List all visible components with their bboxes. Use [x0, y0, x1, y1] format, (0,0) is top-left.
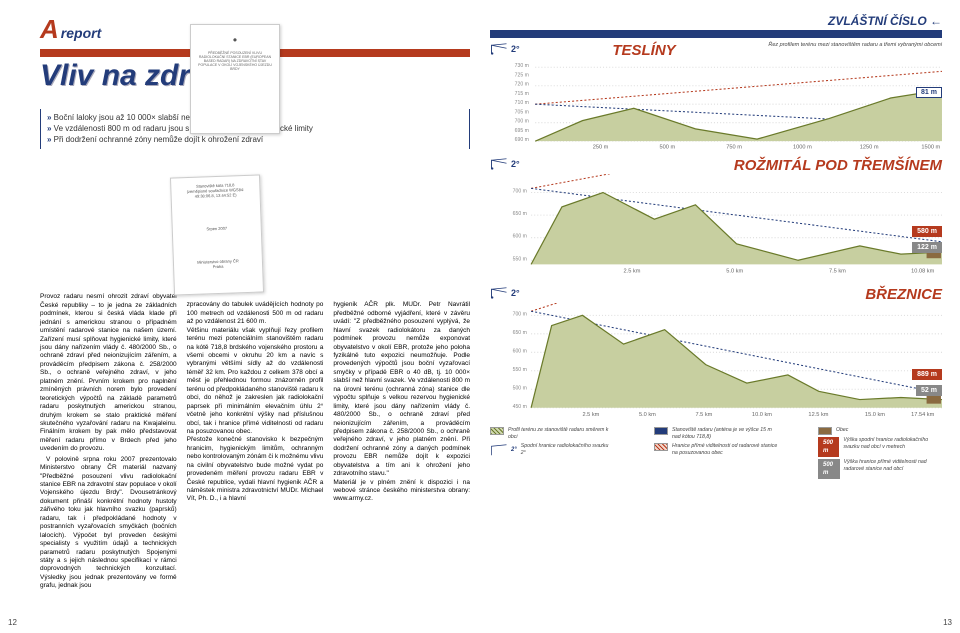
svg-text:715 m: 715 m: [515, 91, 529, 97]
svg-text:550 m: 550 m: [513, 256, 527, 262]
svg-text:730 m: 730 m: [515, 63, 529, 69]
col-3: hygienik AČR plk. MUDr. Petr Navrátil př…: [333, 167, 470, 590]
svg-text:700 m: 700 m: [513, 188, 527, 194]
svg-text:550 m: 550 m: [513, 367, 527, 373]
radar-icon: 2°: [490, 443, 517, 457]
logo-report: report: [61, 25, 101, 41]
svg-text:690 m: 690 m: [515, 137, 529, 143]
height-badge: 122 m: [912, 242, 942, 253]
swatch-beam: [654, 443, 668, 451]
legend: Profil terénu ze stanoviště radaru směre…: [490, 427, 942, 481]
svg-text:750 m: 750 m: [726, 144, 742, 149]
svg-text:600 m: 600 m: [513, 348, 527, 354]
height-badge: 81 m: [916, 87, 942, 98]
svg-text:650 m: 650 m: [513, 211, 527, 217]
svg-text:1000 m: 1000 m: [793, 144, 812, 149]
height-badge: 52 m: [916, 385, 942, 396]
svg-text:1500 m: 1500 m: [921, 144, 940, 149]
svg-text:500 m: 500 m: [513, 385, 527, 391]
summary-item: Při dodržení ochranné zóny nemůže dojít …: [47, 135, 463, 146]
badge-sample: 500 m: [818, 459, 840, 479]
svg-text:450 m: 450 m: [513, 404, 527, 410]
chart-breznice: 2° BŘEZNICE 700 m 650 m 600 m 550 m 500 m 450…: [490, 286, 942, 421]
chart-subtitle: Řez profilem terénu mezi stanovištěm rad…: [768, 42, 942, 49]
svg-text:710 m: 710 m: [515, 100, 529, 106]
svg-text:700 m: 700 m: [515, 119, 529, 125]
svg-text:15.0 km: 15.0 km: [865, 412, 885, 418]
chart-tesliny: 2° TESLÍNY Řez profilem terénu mezi stan…: [490, 42, 942, 151]
doc-thumbnail-2: Stanoviště kóta 718,8 (zeměpisné souřadn…: [170, 174, 264, 295]
badge-sample: 500 m: [818, 437, 839, 457]
svg-text:2.5 km: 2.5 km: [582, 412, 599, 418]
svg-text:250 m: 250 m: [593, 144, 609, 149]
svg-text:10.08 km: 10.08 km: [911, 269, 934, 275]
svg-text:695 m: 695 m: [515, 128, 529, 134]
chart-location: ROŽMITÁL POD TŘEMŠÍNEM: [734, 157, 942, 174]
chart-location: TESLÍNY: [612, 42, 675, 59]
left-page: A report Vliv na zdraví • PŘEDBĚŽNÉ POSO…: [0, 0, 480, 633]
svg-text:705 m: 705 m: [515, 109, 529, 115]
height-badge: 889 m: [912, 369, 942, 380]
svg-text:725 m: 725 m: [515, 72, 529, 78]
svg-text:2.5 km: 2.5 km: [624, 269, 641, 275]
height-badge: 580 m: [912, 226, 942, 237]
page-number: 12: [8, 618, 17, 627]
svg-text:5.0 km: 5.0 km: [639, 412, 656, 418]
page-number: 13: [943, 618, 952, 627]
chart-location: BŘEZNICE: [865, 286, 942, 303]
chart-rozmital: 2° ROŽMITÁL POD TŘEMŠÍNEM 700 m 650 m 600 …: [490, 157, 942, 280]
svg-text:650 m: 650 m: [513, 330, 527, 336]
blue-stripe: [490, 30, 942, 38]
radar-icon: 2°: [490, 286, 520, 300]
svg-text:7.5 km: 7.5 km: [829, 269, 846, 275]
svg-text:700 m: 700 m: [513, 311, 527, 317]
special-issue: ZVLÁŠTNÍ ČÍSLO: [828, 14, 942, 28]
swatch-town: [818, 427, 832, 435]
swatch-station: [654, 427, 668, 435]
svg-text:12.5 km: 12.5 km: [808, 412, 828, 418]
radar-icon: 2°: [490, 42, 520, 56]
svg-text:17.54 km: 17.54 km: [911, 412, 934, 418]
radar-icon: 2°: [490, 157, 520, 171]
svg-text:600 m: 600 m: [513, 234, 527, 240]
svg-text:1250 m: 1250 m: [860, 144, 879, 149]
svg-text:10.0 km: 10.0 km: [752, 412, 772, 418]
svg-text:720 m: 720 m: [515, 82, 529, 88]
doc-thumbnail-1: • PŘEDBĚŽNÉ POSOUZENÍ VLIVU RADIOLOKAČNÍ…: [190, 24, 280, 134]
right-page: ZVLÁŠTNÍ ČÍSLO 2° TESLÍNY Řez profilem t…: [480, 0, 960, 633]
logo-a: A: [40, 14, 59, 45]
col-1: Provoz radaru nesmí ohrozit zdraví obyva…: [40, 167, 177, 590]
swatch-terrain: [490, 427, 504, 435]
svg-text:500 m: 500 m: [660, 144, 676, 149]
svg-text:7.5 km: 7.5 km: [695, 412, 712, 418]
svg-text:5.0 km: 5.0 km: [726, 269, 743, 275]
